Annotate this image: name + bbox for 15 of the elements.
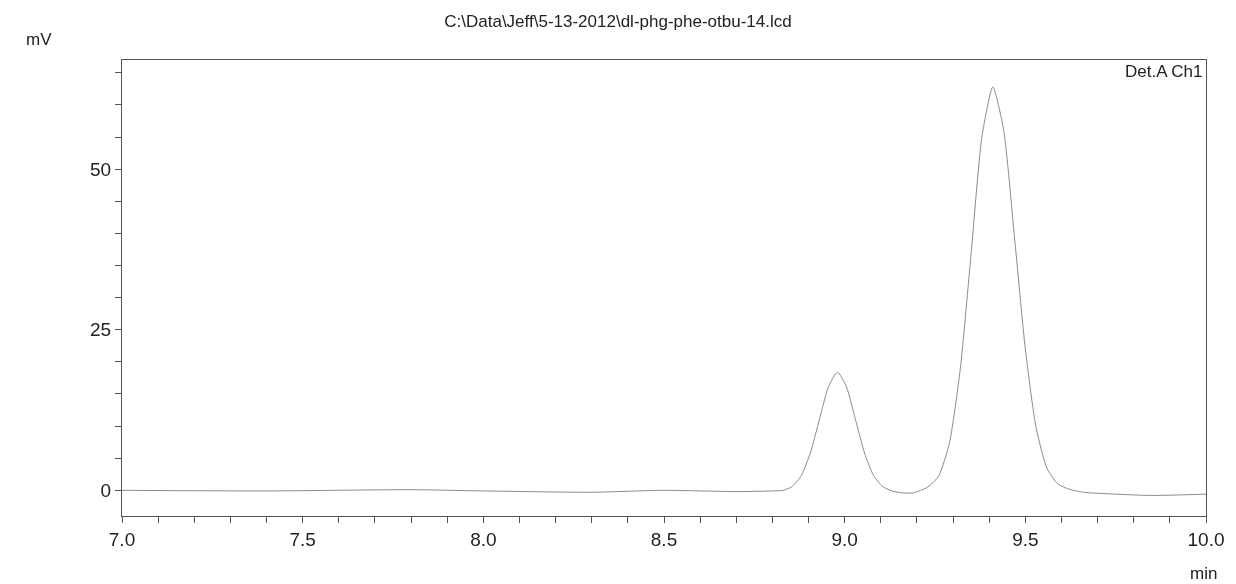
x-tick-label: 8.5 [650,528,678,550]
x-tick-label: 7.0 [108,528,136,550]
y-tick-label: 25 [90,319,112,341]
x-tick-label: 7.5 [289,528,316,550]
x-tick-label: 10.0 [1187,528,1225,550]
x-tick-label: 9.0 [831,528,858,550]
x-tick-label: 8.0 [470,528,497,550]
line-series [122,86,1206,496]
y-tick-label: 50 [90,158,112,180]
annotation: Det.A Ch1 [1125,62,1203,81]
x-tick-label: 9.5 [1012,528,1039,550]
chart-title: C:\Data\Jeff\5-13-2012\dl-phg-phe-otbu-14.lcd [444,11,792,31]
y-axis-title: mV [26,30,53,49]
y-tick-label: 0 [100,479,112,501]
x-axis-title: min [1190,564,1218,583]
